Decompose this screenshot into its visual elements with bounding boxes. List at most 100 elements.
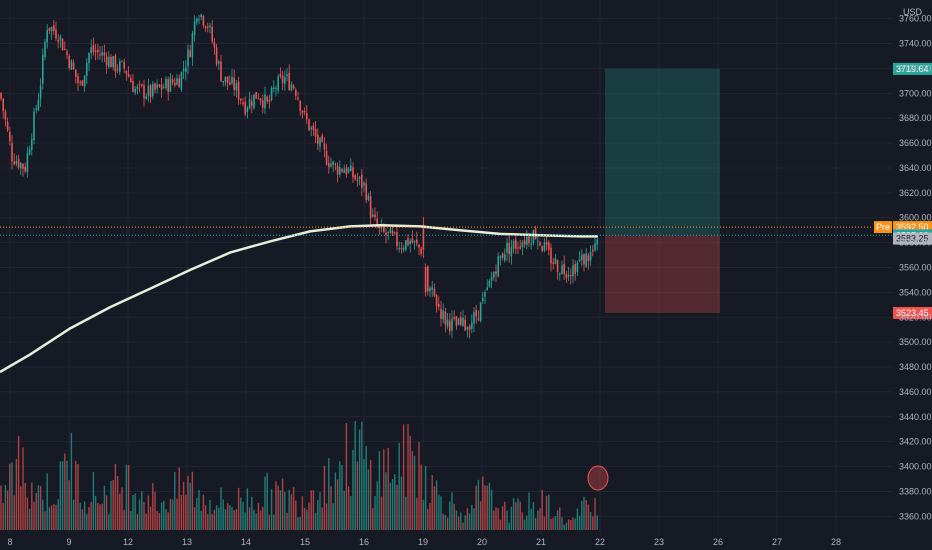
position-zones[interactable] (605, 68, 720, 313)
y-tick-label: 3460.00 (899, 387, 932, 397)
moving-average-line (0, 223, 598, 374)
candle-up (576, 262, 579, 272)
candle-down (114, 55, 117, 72)
volume-bar (53, 504, 55, 530)
volume-bar (493, 510, 495, 530)
volume-bar (138, 499, 141, 530)
volume-bar (233, 510, 235, 530)
candle-up (119, 61, 121, 72)
candle-up (264, 94, 266, 109)
volume-bar (317, 499, 319, 530)
volume-bar (174, 472, 176, 530)
ref-price-badge: 3583.25 (896, 234, 929, 244)
volume-bar (462, 522, 464, 530)
pre-price-badge: 3592.50 (896, 222, 929, 232)
candle-down (354, 175, 356, 180)
candle-down (328, 162, 330, 167)
candle-down (336, 165, 339, 175)
candle-up (187, 49, 189, 67)
y-tick-label: 3380.00 (899, 486, 932, 496)
candle-down (383, 227, 385, 232)
volume-bar (477, 479, 480, 530)
volume-bar (464, 515, 466, 530)
volume-bar (506, 510, 508, 530)
candle-up (367, 195, 370, 200)
candle-down (233, 77, 235, 91)
candle-down (211, 26, 213, 42)
candle-down (394, 232, 396, 234)
candle-up (358, 176, 361, 179)
y-tick-label: 3540.00 (899, 287, 932, 297)
candle-up (163, 87, 165, 89)
candle-down (141, 84, 143, 87)
candle-up (497, 256, 499, 277)
candle-up (446, 319, 449, 327)
grid-lines (0, 0, 893, 535)
candle-down (583, 253, 585, 265)
volume-bar (284, 492, 286, 530)
candle-down (449, 320, 451, 332)
time-axis[interactable]: 8 9 12 13 14 15 16 19 20 21 22 23 26 27 28 (7, 537, 841, 547)
volume-bar (468, 513, 471, 530)
volume-bar (363, 459, 365, 530)
volume-bar (523, 519, 526, 530)
candle-down (468, 325, 471, 330)
candle-down (237, 81, 240, 100)
candle-up (398, 248, 400, 250)
candle-up (512, 241, 515, 249)
price-axis[interactable]: 3760.00 3740.00 3720.00 3700.00 3680.00 3660.… (899, 14, 932, 522)
volume-bar (554, 516, 557, 530)
candle-down (433, 288, 436, 296)
moving-average (0, 223, 598, 374)
candle-up (42, 54, 44, 84)
volume-bar (6, 490, 9, 530)
y-tick-label: 3600.00 (899, 213, 932, 223)
volume-bar (114, 463, 117, 530)
candle-down (325, 150, 328, 165)
candle-up (585, 253, 587, 267)
volume-bar (196, 498, 198, 530)
volume-bar (365, 445, 367, 530)
volume-bar (226, 503, 229, 530)
volume-bar (251, 496, 253, 530)
candle-up (486, 287, 488, 290)
candlesticks[interactable] (0, 13, 598, 339)
volume-bar (312, 490, 315, 530)
y-tick-label: 3580.00 (899, 238, 932, 248)
candle-down (523, 240, 526, 245)
candle-down (587, 255, 590, 261)
candle-down (391, 230, 394, 234)
volume-bar (154, 491, 156, 530)
volume-bar (378, 451, 381, 530)
candle-down (204, 26, 207, 29)
volume-bar (314, 512, 317, 530)
candle-down (105, 56, 108, 66)
candle-up (559, 273, 561, 275)
volume-bar (211, 514, 213, 530)
volume-bar (145, 513, 147, 530)
candle-up (319, 137, 321, 147)
candle-down (24, 166, 26, 172)
volume-bar (108, 514, 110, 530)
candle-down (75, 69, 77, 78)
volume-bar (550, 518, 552, 530)
candle-up (90, 47, 92, 54)
candle-up (310, 127, 312, 130)
candle-down (138, 83, 141, 85)
volume-bar (336, 479, 339, 530)
volume-bar (297, 517, 299, 530)
volume-bar (532, 502, 535, 530)
candle-up (101, 52, 103, 56)
volume-bar (182, 482, 185, 530)
candle-up (526, 237, 528, 246)
volume-bar (141, 491, 143, 530)
volume-bar (72, 499, 75, 530)
volume-bar (330, 486, 332, 530)
volume-bar (209, 500, 211, 530)
candle-down (22, 163, 24, 169)
candle-up (499, 255, 502, 259)
volume-bar (187, 475, 189, 530)
volume-bar (136, 513, 139, 530)
